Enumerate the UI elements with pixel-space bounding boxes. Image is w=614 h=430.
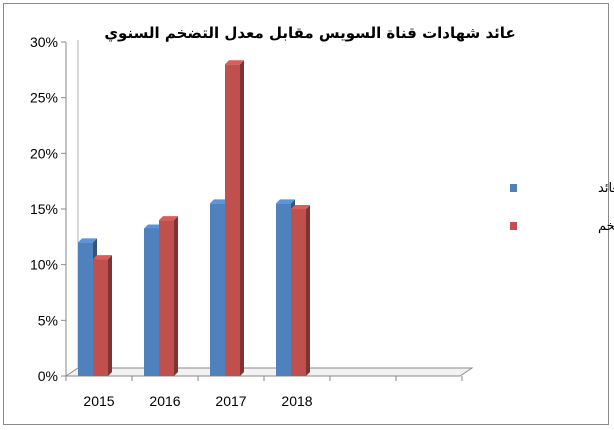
y-tick-label: 10% — [30, 257, 58, 273]
bar-2017-inflation — [225, 60, 244, 377]
bar-2018-inflation — [291, 205, 310, 376]
bar-front — [210, 203, 225, 376]
bar-top — [78, 238, 97, 243]
bar-front — [291, 209, 306, 376]
y-tick-label: 0% — [38, 368, 58, 384]
legend-swatch — [510, 222, 517, 230]
x-axis-ticks: 2015 2016 2017 2018 — [65, 376, 463, 409]
y-tick-label: 25% — [30, 90, 58, 106]
y-tick-label: 5% — [38, 312, 58, 328]
bar-top — [144, 224, 163, 229]
bar-top — [93, 255, 112, 260]
bar-front — [159, 220, 174, 376]
x-tick-label: 2016 — [149, 393, 180, 409]
bar-2016-inflation — [159, 216, 178, 376]
bar-top — [225, 60, 244, 65]
x-tick-label: 2015 — [83, 393, 114, 409]
bar-top — [276, 199, 295, 204]
bar-side — [108, 255, 112, 376]
bar-top — [210, 199, 229, 204]
chart-title: عائد شهادات قناة السويس مقابل معدل التضخ… — [104, 24, 515, 43]
y-axis-ticks: 0% 5% 10% 15% 20% 25% 30% — [30, 34, 66, 384]
chart-axes — [64, 40, 474, 377]
bar-side — [174, 216, 178, 376]
y-tick-label: 15% — [30, 201, 58, 217]
chart-floor — [64, 367, 474, 377]
chart-legend: العائد معدل التضخم — [510, 181, 614, 234]
bar-front — [93, 259, 108, 376]
bar-front — [225, 64, 240, 377]
bar-top — [291, 205, 310, 209]
legend-label: معدل التضخم — [598, 219, 614, 234]
bar-2015-inflation — [93, 255, 112, 376]
y-tick-label: 30% — [30, 34, 58, 50]
bar-front — [144, 228, 159, 376]
y-tick-label: 20% — [30, 145, 58, 161]
bar-top — [159, 216, 178, 221]
bar-front — [78, 242, 93, 376]
bar-side — [306, 205, 310, 376]
bar-front — [276, 203, 291, 376]
bar-side — [240, 60, 244, 377]
x-tick-label: 2017 — [215, 393, 246, 409]
x-tick-label: 2018 — [281, 393, 312, 409]
legend-swatch — [510, 184, 517, 192]
legend-label: العائد — [598, 181, 614, 196]
chart-bars — [78, 60, 310, 377]
